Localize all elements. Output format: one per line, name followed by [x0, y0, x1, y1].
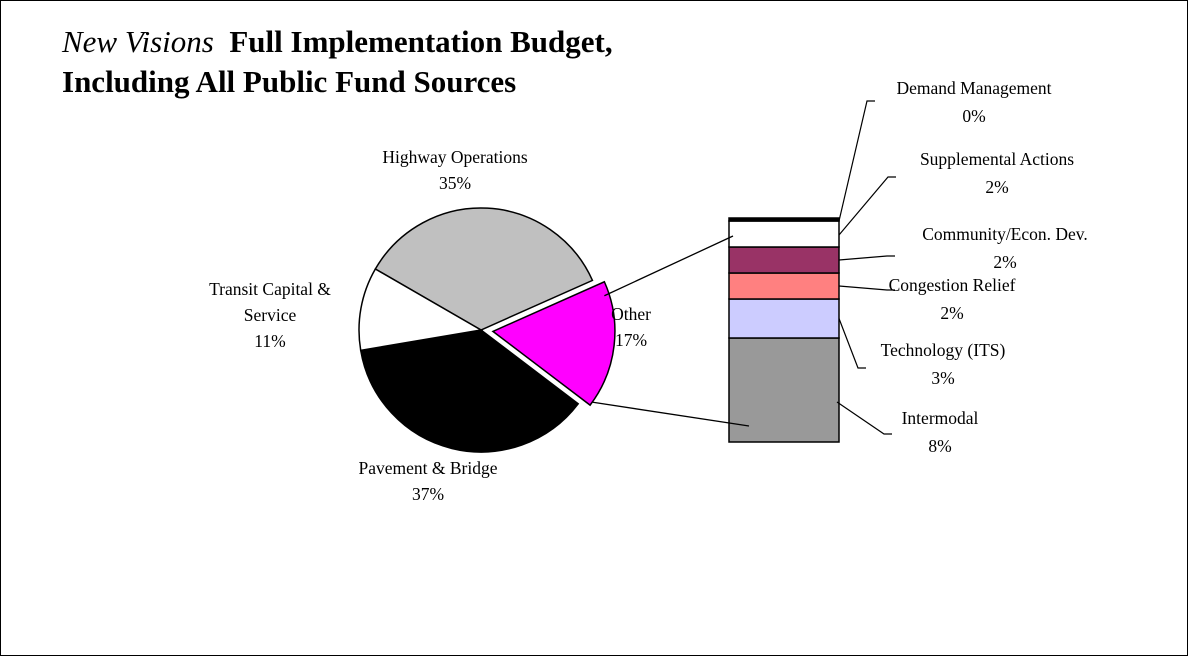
bar-label-supplemental-actions: Supplemental Actions	[920, 149, 1074, 169]
pie-label-pavement-bridge: Pavement & Bridge	[358, 458, 497, 478]
pie-value-pavement-bridge: 37%	[412, 484, 444, 504]
bar-segment-technology-its	[728, 298, 840, 339]
bar-value-intermodal: 8%	[928, 436, 951, 456]
leader-line-community-econ-dev	[838, 255, 895, 261]
chart-title-italic: New Visions	[62, 24, 214, 59]
pie-value-transit-capital-service: 11%	[254, 331, 285, 351]
leader-line-technology-its	[838, 318, 866, 369]
pie-slice-other	[491, 280, 616, 407]
bar-segment-intermodal	[728, 337, 840, 443]
bar-label-congestion-relief: Congestion Relief	[889, 275, 1016, 295]
chart-title-line2: Including All Public Fund Sources	[62, 64, 517, 99]
bar-value-supplemental-actions: 2%	[985, 177, 1008, 197]
chart-title-bold: Full Implementation Budget,	[229, 24, 613, 59]
bar-value-technology-its: 3%	[931, 368, 954, 388]
bar-segment-congestion-relief	[728, 272, 840, 300]
chart-title: New Visions Full Implementation Budget, …	[62, 22, 613, 102]
leader-line-supplemental-actions	[838, 176, 896, 236]
bar-segment-demand-management	[728, 217, 840, 222]
bar-segment-supplemental-actions	[728, 220, 840, 248]
pie-label-other: Other	[611, 304, 651, 324]
bar-label-intermodal: Intermodal	[902, 408, 979, 428]
bar-segment-community-econ-dev	[728, 246, 840, 274]
leader-line-intermodal	[836, 401, 892, 435]
pie-label-transit-capital-service: Transit Capital &	[209, 279, 331, 299]
connector-line-bottom	[591, 401, 750, 427]
pie-value-highway-operations: 35%	[439, 173, 471, 193]
bar-label-community-econ-dev: Community/Econ. Dev.	[922, 224, 1088, 244]
pie-label-transit-capital-service: Service	[244, 305, 297, 325]
pie-value-other: 17%	[615, 330, 647, 350]
leader-line-demand-management	[838, 100, 875, 222]
pie-slice-transit-capital-service	[358, 267, 484, 352]
pie-slice-pavement-bridge	[359, 329, 580, 453]
bar-value-demand-management: 0%	[962, 106, 985, 126]
bar-label-demand-management: Demand Management	[896, 78, 1051, 98]
bar-value-community-econ-dev: 2%	[993, 252, 1016, 272]
leader-line-congestion-relief	[838, 285, 895, 291]
bar-value-congestion-relief: 2%	[940, 303, 963, 323]
connector-line-top	[604, 235, 734, 297]
pie-label-highway-operations: Highway Operations	[382, 147, 528, 167]
bar-label-technology-its: Technology (ITS)	[881, 340, 1006, 360]
